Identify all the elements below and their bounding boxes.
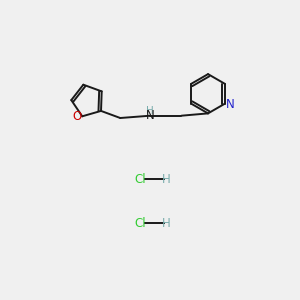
Text: O: O: [73, 110, 82, 123]
Text: N: N: [146, 109, 155, 122]
Text: Cl: Cl: [134, 217, 146, 230]
Text: N: N: [226, 98, 235, 110]
Text: H: H: [162, 217, 171, 230]
Text: Cl: Cl: [134, 173, 146, 186]
Text: H: H: [146, 106, 154, 116]
Text: H: H: [162, 173, 171, 186]
